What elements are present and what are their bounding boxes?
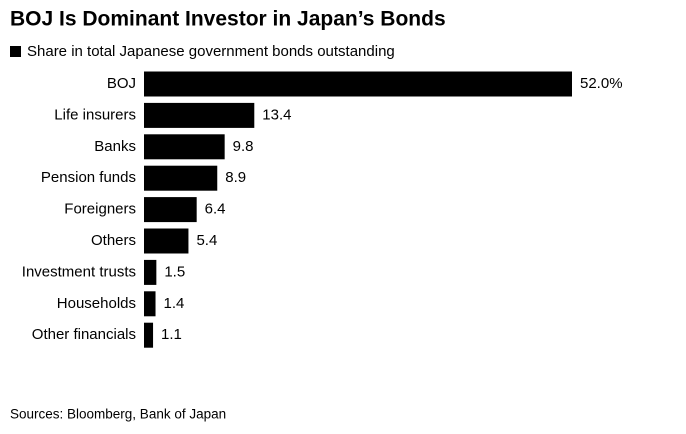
chart-title: BOJ Is Dominant Investor in Japan’s Bond…	[10, 8, 446, 31]
value-label: 5.4	[196, 232, 217, 249]
bar	[144, 291, 156, 317]
category-label: Pension funds	[41, 169, 136, 186]
bar	[144, 134, 225, 160]
category-label: Households	[57, 295, 136, 312]
category-label: BOJ	[107, 75, 136, 92]
category-label: Other financials	[32, 326, 136, 343]
value-label: 1.4	[164, 295, 185, 312]
category-label: Investment trusts	[22, 263, 136, 280]
bar	[144, 71, 572, 97]
category-label: Life insurers	[54, 106, 136, 123]
bar	[144, 165, 218, 191]
bar	[144, 228, 189, 254]
bar	[144, 259, 157, 285]
bar	[144, 322, 154, 348]
value-label: 6.4	[205, 201, 226, 218]
bar	[144, 102, 255, 128]
bar	[144, 197, 197, 223]
value-label: 1.5	[164, 263, 185, 280]
legend-swatch	[10, 46, 21, 57]
value-label: 1.1	[161, 326, 182, 343]
value-label: 8.9	[225, 169, 246, 186]
category-label: Banks	[94, 138, 136, 155]
value-label: 9.8	[233, 138, 254, 155]
value-label: 13.4	[262, 106, 291, 123]
value-label: 52.0%	[580, 75, 623, 92]
legend-label: Share in total Japanese government bonds…	[27, 43, 395, 60]
source: Sources: Bloomberg, Bank of Japan	[10, 407, 226, 422]
category-label: Others	[91, 232, 136, 249]
category-label: Foreigners	[64, 201, 136, 218]
